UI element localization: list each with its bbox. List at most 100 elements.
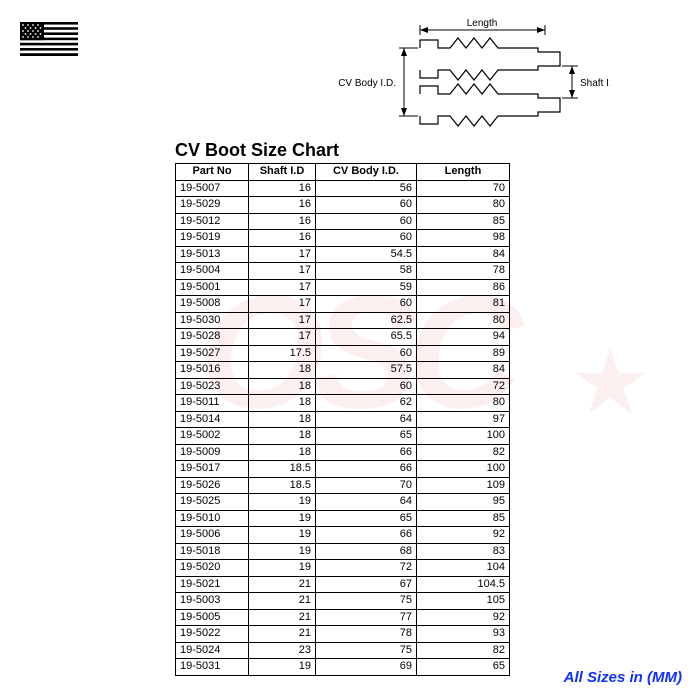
- table-cell: 68: [316, 543, 417, 560]
- col-part: Part No: [176, 164, 249, 181]
- table-row: 19-5023186072: [176, 378, 510, 395]
- table-row: 19-5008176081: [176, 296, 510, 313]
- table-cell: 17: [249, 329, 316, 346]
- table-cell: 104: [417, 560, 510, 577]
- table-row: 19-5019166098: [176, 230, 510, 247]
- table-cell: 19-5009: [176, 444, 249, 461]
- table-cell: 100: [417, 461, 510, 478]
- table-cell: 19-5014: [176, 411, 249, 428]
- diagram-body-label: CV Body I.D.: [338, 78, 396, 89]
- table-cell: 78: [316, 626, 417, 643]
- table-cell: 19-5031: [176, 659, 249, 676]
- table-cell: 19-5025: [176, 494, 249, 511]
- table-row: 19-50161857.584: [176, 362, 510, 379]
- table-cell: 54.5: [316, 246, 417, 263]
- table-row: 19-502618.570109: [176, 477, 510, 494]
- table-cell: 17: [249, 246, 316, 263]
- table-cell: 19: [249, 560, 316, 577]
- table-cell: 65: [316, 510, 417, 527]
- table-cell: 60: [316, 345, 417, 362]
- table-cell: 19-5003: [176, 593, 249, 610]
- table-cell: 19: [249, 510, 316, 527]
- col-body: CV Body I.D.: [316, 164, 417, 181]
- table-cell: 80: [417, 395, 510, 412]
- table-cell: 84: [417, 362, 510, 379]
- table-cell: 17: [249, 263, 316, 280]
- table-row: 19-501718.566100: [176, 461, 510, 478]
- table-cell: 84: [417, 246, 510, 263]
- table-row: 19-50021865100: [176, 428, 510, 445]
- diagram-shaft-label: Shaft I.D.: [580, 78, 610, 89]
- table-cell: 19-5021: [176, 576, 249, 593]
- table-row: 19-5001175986: [176, 279, 510, 296]
- diagram-length-label: Length: [467, 18, 498, 29]
- cv-boot-diagram: Length CV Body I.D. Shaft I.D.: [300, 16, 610, 141]
- table-cell: 95: [417, 494, 510, 511]
- table-cell: 65: [316, 428, 417, 445]
- table-cell: 19-5022: [176, 626, 249, 643]
- table-cell: 65.5: [316, 329, 417, 346]
- table-cell: 18.5: [249, 461, 316, 478]
- table-cell: 18: [249, 411, 316, 428]
- col-len: Length: [417, 164, 510, 181]
- table-cell: 75: [316, 642, 417, 659]
- table-row: 19-5024237582: [176, 642, 510, 659]
- table-cell: 57.5: [316, 362, 417, 379]
- table-cell: 19-5013: [176, 246, 249, 263]
- table-row: 19-502717.56089: [176, 345, 510, 362]
- table-cell: 19-5005: [176, 609, 249, 626]
- table-cell: 19-5029: [176, 197, 249, 214]
- table-header-row: Part No Shaft I.D CV Body I.D. Length: [176, 164, 510, 181]
- table-row: 19-50212167104.5: [176, 576, 510, 593]
- table-cell: 21: [249, 593, 316, 610]
- table-cell: 60: [316, 296, 417, 313]
- footer-units: All Sizes in (MM): [564, 669, 682, 686]
- table-cell: 19-5012: [176, 213, 249, 230]
- table-cell: 60: [316, 213, 417, 230]
- table-cell: 19-5001: [176, 279, 249, 296]
- table-cell: 19-5018: [176, 543, 249, 560]
- table-cell: 17.5: [249, 345, 316, 362]
- table-cell: 77: [316, 609, 417, 626]
- size-chart-table: Part No Shaft I.D CV Body I.D. Length 19…: [175, 163, 510, 676]
- table-row: 19-5005217792: [176, 609, 510, 626]
- table-cell: 92: [417, 527, 510, 544]
- table-cell: 18: [249, 395, 316, 412]
- table-cell: 19-5008: [176, 296, 249, 313]
- table-cell: 18: [249, 444, 316, 461]
- table-row: 19-5014186497: [176, 411, 510, 428]
- table-cell: 98: [417, 230, 510, 247]
- table-cell: 83: [417, 543, 510, 560]
- table-cell: 97: [417, 411, 510, 428]
- table-cell: 59: [316, 279, 417, 296]
- table-cell: 21: [249, 609, 316, 626]
- table-cell: 109: [417, 477, 510, 494]
- table-row: 19-5029166080: [176, 197, 510, 214]
- table-row: 19-50131754.584: [176, 246, 510, 263]
- table-cell: 17: [249, 312, 316, 329]
- table-cell: 19-5004: [176, 263, 249, 280]
- table-cell: 94: [417, 329, 510, 346]
- table-row: 19-5011186280: [176, 395, 510, 412]
- table-cell: 104.5: [417, 576, 510, 593]
- table-cell: 19-5027: [176, 345, 249, 362]
- table-cell: 66: [316, 527, 417, 544]
- table-cell: 16: [249, 230, 316, 247]
- table-cell: 18: [249, 428, 316, 445]
- table-cell: 17: [249, 279, 316, 296]
- table-cell: 17: [249, 296, 316, 313]
- table-row: 19-50301762.580: [176, 312, 510, 329]
- table-cell: 18: [249, 378, 316, 395]
- table-cell: 80: [417, 312, 510, 329]
- table-cell: 93: [417, 626, 510, 643]
- table-cell: 21: [249, 626, 316, 643]
- table-row: 19-5006196692: [176, 527, 510, 544]
- table-cell: 19-5024: [176, 642, 249, 659]
- table-row: 19-5004175878: [176, 263, 510, 280]
- table-cell: 70: [417, 180, 510, 197]
- table-cell: 67: [316, 576, 417, 593]
- table-cell: 18: [249, 362, 316, 379]
- watermark-star-icon: ★: [570, 330, 651, 435]
- table-cell: 19: [249, 494, 316, 511]
- table-cell: 105: [417, 593, 510, 610]
